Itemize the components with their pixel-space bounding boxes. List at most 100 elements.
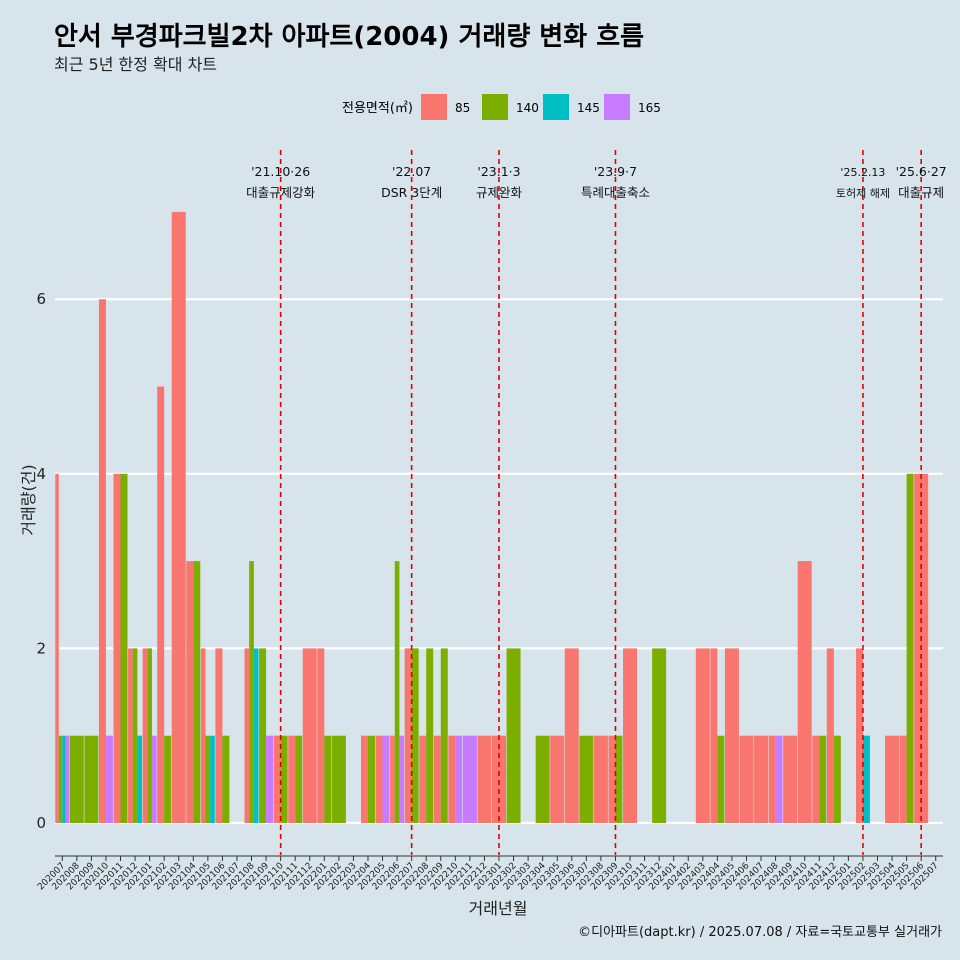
bar-202204-140 <box>367 735 375 823</box>
bar-202201-85 <box>317 648 325 823</box>
legend-title: 전용면적(㎡) <box>342 101 413 116</box>
bar-202502-85 <box>855 648 863 823</box>
legend-label-145: 145 <box>577 101 600 115</box>
bar-202108-140 <box>249 561 254 823</box>
bar-202102-85 <box>157 386 165 823</box>
legend-label-140: 140 <box>516 101 539 115</box>
bar-202210-165 <box>455 735 463 823</box>
bar-202102-140 <box>164 735 172 823</box>
bar-202304-140 <box>535 735 550 823</box>
bar-202505-85 <box>899 735 907 823</box>
bar-202111-85 <box>288 735 296 823</box>
bar-202504-85 <box>885 735 900 823</box>
bar-202206-85 <box>390 735 395 823</box>
bar-202106-85 <box>215 648 223 823</box>
legend-swatch-165 <box>604 94 630 120</box>
caption: ©디아파트(dapt.kr) / 2025.07.08 / 자료=국토교통부 실… <box>578 925 942 940</box>
event-date-202502: '25.2.13 <box>840 166 885 179</box>
bar-202307-140 <box>579 735 594 823</box>
bar-202010-85 <box>98 299 106 823</box>
bar-202406-85 <box>739 735 754 823</box>
bar-202412-85 <box>826 648 834 823</box>
event-date-202309: '23.9·7 <box>594 164 637 179</box>
bar-202211-165 <box>462 735 477 823</box>
bar-202101-165 <box>151 735 157 823</box>
annotations: '21.10·26 대출규제강화 '22.07 DSR 3단계 '23.1·3 규제완화 '… <box>246 150 947 855</box>
chart-title: 안서 부경파크빌2차 아파트(2004) 거래량 변화 흐름 <box>54 22 644 52</box>
bar-202007-165 <box>65 735 70 823</box>
bar-202309-85 <box>608 735 616 823</box>
bar-202305-85 <box>550 735 565 823</box>
bar-202505-140 <box>906 473 914 823</box>
event-label-202301: 규제완화 <box>476 185 523 200</box>
bar-202309-140 <box>615 735 623 823</box>
bar-202202-140 <box>331 735 346 823</box>
bar-202502-145 <box>862 735 870 823</box>
bar-202408-85 <box>768 735 776 823</box>
event-label-202506: 대출규제 <box>898 185 944 200</box>
bar-202209-140 <box>440 648 448 823</box>
y-tick-label-4: 4 <box>36 465 46 483</box>
legend-swatch-140 <box>482 94 508 120</box>
event-date-202207: '22.07 <box>392 164 431 179</box>
bar-202312-140 <box>652 648 667 823</box>
bar-202412-140 <box>833 735 841 823</box>
bar-202404-140 <box>717 735 725 823</box>
bar-202011-85 <box>113 473 121 823</box>
bar-202407-85 <box>754 735 769 823</box>
bar-202007-140 <box>58 735 63 823</box>
bar-202206-165 <box>399 735 405 823</box>
bar-202208-85 <box>419 735 427 823</box>
bar-202112-85 <box>302 648 317 823</box>
bar-202204-85 <box>360 735 368 823</box>
bar-202007-145 <box>62 735 66 823</box>
bar-202104-140 <box>193 561 201 823</box>
bar-202109-165 <box>266 735 274 823</box>
bar-202007-85 <box>55 473 59 823</box>
event-label-202502: 토허제 해제 <box>836 186 890 200</box>
bar-202101-85 <box>142 648 148 823</box>
bar-202310-85 <box>623 648 638 823</box>
bars <box>55 211 929 823</box>
bar-202111-140 <box>295 735 303 823</box>
bar-202209-85 <box>433 735 441 823</box>
bar-202301-85 <box>492 735 506 823</box>
bar-202105-140 <box>205 735 211 823</box>
bar-202409-85 <box>783 735 798 823</box>
bar-202105-145 <box>210 735 215 823</box>
chart-subtitle: 최근 5년 한정 확대 차트 <box>54 55 217 74</box>
event-date-202110: '21.10·26 <box>251 164 310 179</box>
y-axis-title: 거래량(건) <box>19 464 38 535</box>
bar-202108-85 <box>244 648 250 823</box>
bar-202110-85 <box>273 735 281 823</box>
bar-202201-140 <box>324 735 332 823</box>
bar-202210-85 <box>448 735 456 823</box>
bar-202104-85 <box>186 561 194 823</box>
event-date-202506: '25.6·27 <box>896 164 947 179</box>
y-tick-label-0: 0 <box>36 814 46 832</box>
legend-label-165: 165 <box>638 101 661 115</box>
bar-202208-140 <box>426 648 434 823</box>
bar-202010-165 <box>105 735 113 823</box>
bar-202207-140 <box>411 648 419 823</box>
bar-202207-85 <box>404 648 412 823</box>
bar-202205-165 <box>382 735 390 823</box>
bar-202011-140 <box>120 473 128 823</box>
bar-202108-145 <box>253 648 259 823</box>
bar-202012-145 <box>137 735 143 823</box>
bar-202103-85 <box>171 211 186 823</box>
bar-202008-140 <box>69 735 84 823</box>
bar-202405-85 <box>724 648 739 823</box>
bar-202101-140 <box>147 648 152 823</box>
bar-202109-140 <box>259 648 267 823</box>
legend: 전용면적(㎡) 85 140 145 165 <box>342 94 661 120</box>
bar-202306-85 <box>564 648 579 823</box>
bar-202410-85 <box>797 561 812 823</box>
bar-202105-85 <box>200 648 206 823</box>
bar-202009-140 <box>84 735 99 823</box>
event-label-202207: DSR 3단계 <box>381 185 442 200</box>
event-label-202110: 대출규제강화 <box>246 185 316 200</box>
bar-202212-85 <box>477 735 492 823</box>
bar-202205-85 <box>375 735 383 823</box>
